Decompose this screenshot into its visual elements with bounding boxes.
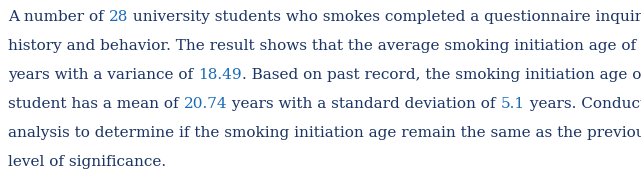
Text: 5.1: 5.1 — [501, 97, 524, 111]
Text: years with a standard deviation of: years with a standard deviation of — [227, 97, 501, 111]
Text: years with a variance of: years with a variance of — [8, 68, 198, 82]
Text: university students who smokes completed a questionnaire inquiring their smoking: university students who smokes completed… — [128, 10, 641, 24]
Text: 28: 28 — [108, 10, 128, 24]
Text: level of significance.: level of significance. — [8, 155, 166, 169]
Text: analysis to determine if the smoking initiation age remain the same as the previ: analysis to determine if the smoking ini… — [8, 126, 641, 140]
Text: 20.74: 20.74 — [183, 97, 227, 111]
Text: A number of: A number of — [8, 10, 108, 24]
Text: years. Conduct a necessary: years. Conduct a necessary — [524, 97, 641, 111]
Text: student has a mean of: student has a mean of — [8, 97, 183, 111]
Text: . Based on past record, the smoking initiation age of university: . Based on past record, the smoking init… — [242, 68, 641, 82]
Text: history and behavior. The result shows that the average smoking initiation age o: history and behavior. The result shows t… — [8, 39, 641, 53]
Text: 18.49: 18.49 — [198, 68, 242, 82]
